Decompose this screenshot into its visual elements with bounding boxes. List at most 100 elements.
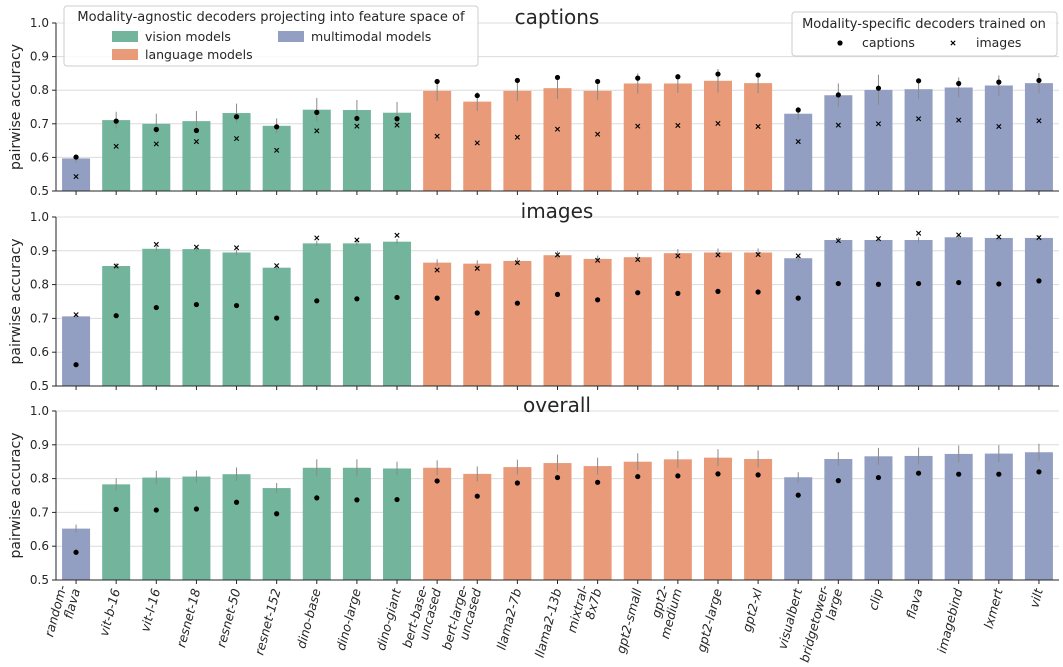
x-tick-label: dino-large [333, 587, 364, 652]
images-marker [1036, 118, 1042, 124]
images-marker [675, 122, 681, 129]
bar [904, 455, 933, 580]
y-tick-label: 0.8 [30, 472, 49, 486]
images-marker [956, 117, 962, 123]
panel-overall: 0.5 0.6 0.7 0.8 0.9 1.0 pairwise accuracy overa… [8, 393, 1059, 587]
images-marker [314, 128, 320, 134]
bar [142, 477, 171, 580]
x-tick-label: gpt2-small [613, 586, 645, 655]
captions-marker [595, 78, 601, 85]
captions-marker [314, 495, 320, 501]
x-tick-label-line: gpt2-large [694, 587, 725, 654]
captions-marker [835, 478, 841, 484]
images-marker [354, 237, 360, 243]
captions-marker [233, 302, 240, 309]
bar [182, 476, 211, 580]
bar [864, 239, 893, 386]
x-tick-label: imagebind [934, 587, 966, 655]
images-marker [193, 244, 200, 250]
x-tick-label-line: llama2-13b [532, 587, 565, 659]
captions-marker [73, 362, 79, 368]
images-marker [113, 143, 119, 149]
bar [142, 248, 171, 386]
captions-marker [153, 507, 159, 513]
captions-marker [274, 124, 280, 130]
images-marker [795, 139, 801, 145]
bar [102, 120, 131, 191]
x-tick-label: llama2-13b [532, 587, 565, 659]
x-tick-label: gpt2-large [694, 587, 725, 654]
bar [583, 466, 612, 580]
x-tick-label: bert-base-uncased [399, 583, 444, 653]
x-tick-label: flava [903, 587, 925, 621]
bar [222, 113, 251, 191]
images-marker [715, 120, 721, 127]
x-tick-label: resnet-152 [251, 587, 283, 657]
captions-marker [675, 74, 681, 80]
y-tick-label: 0.9 [30, 244, 49, 258]
legend-swatch-vision [112, 31, 138, 42]
captions-marker [354, 115, 360, 122]
bar [463, 263, 492, 386]
y-tick-label: 0.7 [30, 311, 49, 325]
bar [503, 260, 532, 386]
images-marker [1036, 235, 1042, 241]
x-tick-label: llama2-7b [494, 587, 525, 652]
x-tick-label-line: vit-b-16 [96, 587, 123, 638]
images-marker [474, 140, 480, 146]
bar [62, 158, 91, 191]
images-marker [434, 267, 440, 273]
images-marker [996, 234, 1002, 240]
y-tick-label: 0.7 [30, 505, 49, 519]
bar [142, 123, 171, 191]
bar [703, 80, 732, 191]
captions-marker [434, 478, 440, 484]
bar [784, 113, 813, 191]
x-tick-label: mixtral-8x7b [564, 583, 605, 638]
bar [342, 243, 371, 386]
captions-marker [635, 290, 641, 296]
images-marker [434, 133, 440, 139]
legend-label: language models [145, 47, 253, 62]
y-tick-label: 0.9 [30, 438, 49, 452]
captions-marker [915, 280, 922, 287]
captions-marker [1036, 469, 1042, 475]
bar [1024, 83, 1053, 191]
captions-marker [875, 281, 882, 287]
images-marker [875, 121, 882, 127]
x-tick-label-line: gpt2-small [613, 586, 645, 655]
captions-marker [956, 279, 962, 286]
images-marker [635, 123, 641, 129]
captions-marker [274, 315, 280, 321]
legend-label: multimodal models [311, 29, 431, 44]
bar [543, 88, 572, 191]
images-marker [915, 116, 922, 122]
images-marker [715, 252, 721, 258]
captions-marker [595, 479, 601, 485]
captions-marker [113, 506, 119, 512]
bar [102, 266, 131, 386]
x-tick-label: gpt2-medium [643, 583, 684, 641]
bar [904, 89, 933, 191]
captions-marker [956, 471, 962, 477]
bar [423, 262, 452, 386]
x-tick-label-line: vit-l-16 [137, 587, 163, 634]
images-marker [554, 252, 561, 258]
captions-marker [1036, 278, 1042, 284]
x-tick-label: lxmert [981, 586, 1006, 630]
captions-marker [956, 80, 962, 87]
images-marker [394, 232, 400, 238]
panel-captions: 0.5 0.6 0.7 0.8 0.9 1.0 pairwise accuracy capti… [8, 5, 1059, 198]
captions-marker [314, 109, 320, 115]
bar [102, 484, 131, 580]
y-tick-label: 0.6 [30, 345, 49, 359]
x-tick-label: gpt2-xl [739, 586, 765, 633]
images-marker [956, 232, 962, 238]
images-marker [755, 251, 761, 258]
captions-marker [153, 126, 159, 133]
bar [503, 90, 532, 191]
captions-marker [554, 74, 561, 81]
captions-marker [113, 118, 119, 124]
bar [222, 252, 251, 386]
